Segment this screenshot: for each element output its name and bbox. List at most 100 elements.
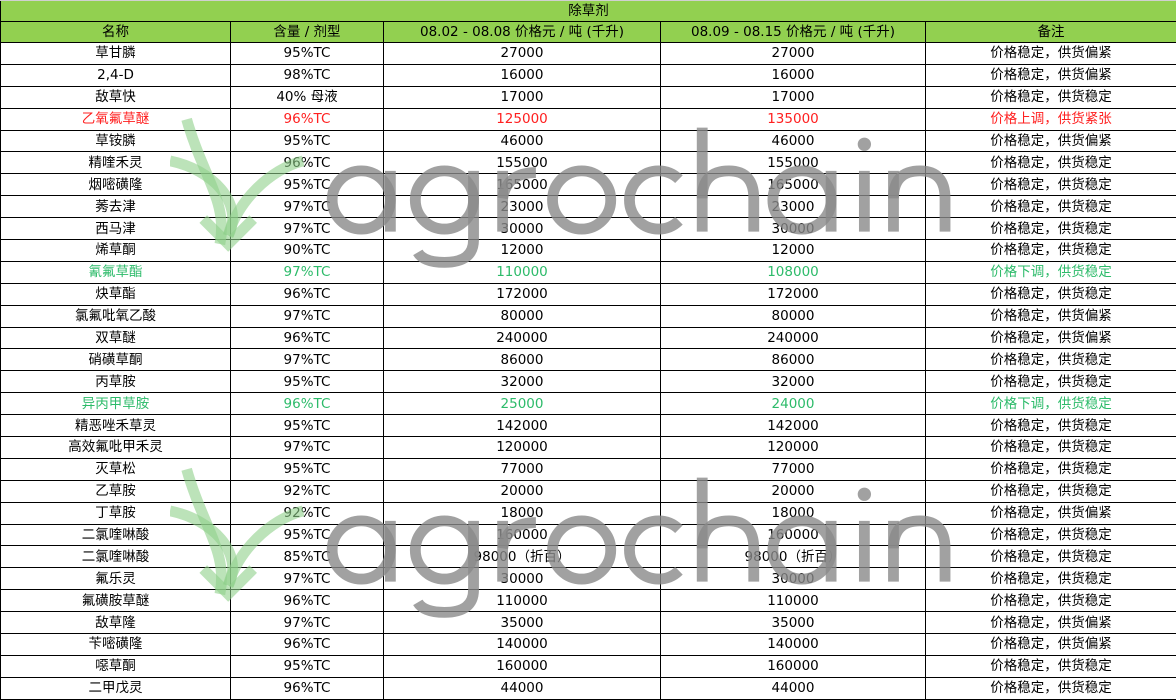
- cell-name: 二氯喹啉酸: [1, 546, 231, 568]
- cell-name: 苄嘧磺隆: [1, 634, 231, 656]
- cell-spec: 97%TC: [231, 218, 384, 240]
- cell-note: 价格稳定，供货稳定: [926, 437, 1176, 459]
- cell-name: 氟乐灵: [1, 568, 231, 590]
- cell-name: 异丙甲草胺: [1, 393, 231, 415]
- cell-price-week2: 240000: [661, 327, 926, 349]
- cell-note: 价格稳定，供货稳定: [926, 546, 1176, 568]
- cell-price-week2: 20000: [661, 480, 926, 502]
- cell-note: 价格稳定，供货稳定: [926, 283, 1176, 305]
- cell-note: 价格稳定，供货稳定: [926, 174, 1176, 196]
- cell-note: 价格稳定，供货偏紧: [926, 612, 1176, 634]
- cell-name: 噁草酮: [1, 655, 231, 677]
- cell-name: 氟磺胺草醚: [1, 590, 231, 612]
- cell-spec: 95%TC: [231, 174, 384, 196]
- cell-note: 价格稳定，供货稳定: [926, 196, 1176, 218]
- cell-price-week2: 108000: [661, 261, 926, 283]
- cell-note: 价格稳定，供货偏紧: [926, 64, 1176, 86]
- cell-spec: 96%TC: [231, 152, 384, 174]
- cell-note: 价格稳定，供货稳定: [926, 218, 1176, 240]
- cell-price-week2: 24000: [661, 393, 926, 415]
- cell-name: 高效氟吡甲禾灵: [1, 437, 231, 459]
- cell-price-week2: 160000: [661, 655, 926, 677]
- cell-price-week1: 27000: [384, 43, 661, 65]
- cell-spec: 97%TC: [231, 437, 384, 459]
- cell-price-week1: 240000: [384, 327, 661, 349]
- cell-price-week2: 17000: [661, 86, 926, 108]
- cell-name: 硝磺草酮: [1, 349, 231, 371]
- cell-price-week1: 32000: [384, 371, 661, 393]
- cell-spec: 97%TC: [231, 612, 384, 634]
- cell-price-week1: 140000: [384, 634, 661, 656]
- cell-price-week2: 155000: [661, 152, 926, 174]
- cell-price-week2: 160000: [661, 524, 926, 546]
- cell-price-week2: 32000: [661, 371, 926, 393]
- cell-price-week1: 160000: [384, 524, 661, 546]
- cell-note: 价格稳定，供货稳定: [926, 86, 1176, 108]
- cell-spec: 95%TC: [231, 43, 384, 65]
- cell-price-week2: 27000: [661, 43, 926, 65]
- cell-note: 价格稳定，供货稳定: [926, 568, 1176, 590]
- cell-price-week2: 30000: [661, 218, 926, 240]
- cell-spec: 97%TC: [231, 349, 384, 371]
- cell-spec: 92%TC: [231, 502, 384, 524]
- cell-price-week1: 155000: [384, 152, 661, 174]
- cell-price-week1: 35000: [384, 612, 661, 634]
- cell-spec: 95%TC: [231, 655, 384, 677]
- cell-price-week2: 12000: [661, 240, 926, 262]
- cell-note: 价格稳定，供货稳定: [926, 458, 1176, 480]
- cell-name: 草铵膦: [1, 130, 231, 152]
- cell-spec: 95%TC: [231, 130, 384, 152]
- cell-price-week1: 20000: [384, 480, 661, 502]
- cell-name: 二氯喹啉酸: [1, 524, 231, 546]
- cell-name: 草甘膦: [1, 43, 231, 65]
- cell-note: 价格稳定，供货稳定: [926, 240, 1176, 262]
- cell-price-week2: 30000: [661, 568, 926, 590]
- cell-name: 烯草酮: [1, 240, 231, 262]
- cell-name: 氰氟草酯: [1, 261, 231, 283]
- cell-spec: 97%TC: [231, 261, 384, 283]
- col-header-name: 名称: [1, 22, 231, 43]
- cell-price-week1: 77000: [384, 458, 661, 480]
- cell-price-week2: 16000: [661, 64, 926, 86]
- cell-price-week1: 98000（折百）: [384, 546, 661, 568]
- cell-spec: 85%TC: [231, 546, 384, 568]
- cell-spec: 96%TC: [231, 327, 384, 349]
- cell-name: 莠去津: [1, 196, 231, 218]
- cell-price-week2: 23000: [661, 196, 926, 218]
- cell-price-week2: 120000: [661, 437, 926, 459]
- cell-name: 双草醚: [1, 327, 231, 349]
- cell-price-week2: 77000: [661, 458, 926, 480]
- cell-note: 价格稳定，供货稳定: [926, 480, 1176, 502]
- cell-price-week1: 30000: [384, 218, 661, 240]
- cell-price-week2: 46000: [661, 130, 926, 152]
- cell-price-week2: 140000: [661, 634, 926, 656]
- cell-spec: 97%TC: [231, 305, 384, 327]
- cell-price-week2: 172000: [661, 283, 926, 305]
- cell-price-week1: 110000: [384, 261, 661, 283]
- cell-note: 价格稳定，供货偏紧: [926, 130, 1176, 152]
- cell-spec: 98%TC: [231, 64, 384, 86]
- cell-name: 灭草松: [1, 458, 231, 480]
- cell-note: 价格稳定，供货偏紧: [926, 327, 1176, 349]
- cell-price-week2: 142000: [661, 415, 926, 437]
- cell-price-week1: 46000: [384, 130, 661, 152]
